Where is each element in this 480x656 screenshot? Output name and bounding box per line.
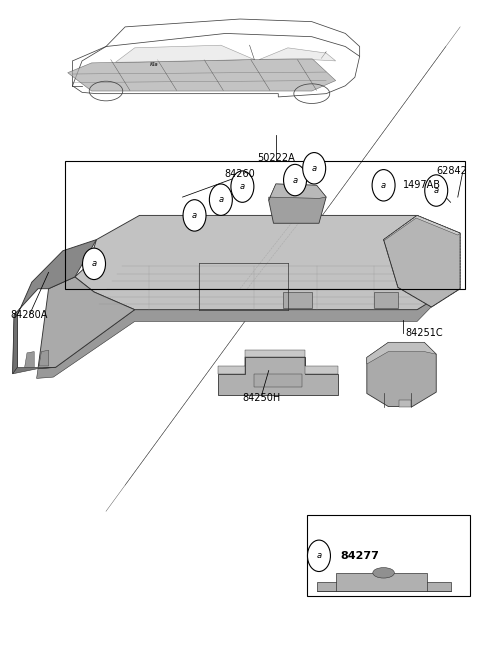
Polygon shape xyxy=(36,292,446,379)
Circle shape xyxy=(284,165,307,195)
Circle shape xyxy=(308,540,330,571)
Circle shape xyxy=(83,248,106,279)
Circle shape xyxy=(425,174,448,206)
Polygon shape xyxy=(116,45,254,62)
Ellipse shape xyxy=(373,567,395,578)
Text: 84251C: 84251C xyxy=(405,328,443,338)
Polygon shape xyxy=(259,48,336,61)
Circle shape xyxy=(303,153,325,184)
Bar xyxy=(283,292,312,308)
Polygon shape xyxy=(12,367,56,374)
Text: a: a xyxy=(316,551,322,560)
Polygon shape xyxy=(12,239,96,374)
Polygon shape xyxy=(24,352,34,367)
Polygon shape xyxy=(269,184,326,223)
Text: 50222A: 50222A xyxy=(257,153,295,163)
Polygon shape xyxy=(269,184,326,200)
Text: 84260: 84260 xyxy=(225,169,255,179)
Text: Kia: Kia xyxy=(150,62,158,68)
Text: a: a xyxy=(433,186,439,195)
Polygon shape xyxy=(38,277,135,369)
Polygon shape xyxy=(75,215,446,310)
Polygon shape xyxy=(317,573,451,591)
Text: a: a xyxy=(292,176,298,184)
Bar xyxy=(399,400,411,407)
Text: a: a xyxy=(192,211,197,220)
Bar xyxy=(254,374,302,387)
Bar xyxy=(65,161,465,289)
Text: a: a xyxy=(312,164,317,173)
Bar xyxy=(374,292,398,308)
Polygon shape xyxy=(39,350,48,366)
Text: a: a xyxy=(381,181,386,190)
Polygon shape xyxy=(218,358,338,395)
Text: a: a xyxy=(92,259,96,268)
Circle shape xyxy=(372,170,395,201)
Circle shape xyxy=(209,184,232,215)
Text: 84250H: 84250H xyxy=(242,393,281,403)
Polygon shape xyxy=(367,342,436,407)
Text: a: a xyxy=(218,195,223,204)
Text: 1497AB: 1497AB xyxy=(403,180,441,190)
Circle shape xyxy=(183,199,206,231)
Text: 62842: 62842 xyxy=(436,166,468,176)
Text: 84277: 84277 xyxy=(340,551,379,561)
Circle shape xyxy=(231,171,254,202)
Polygon shape xyxy=(287,177,297,190)
Polygon shape xyxy=(218,350,338,374)
Polygon shape xyxy=(12,315,17,374)
Bar xyxy=(307,514,470,596)
Polygon shape xyxy=(384,215,460,241)
Polygon shape xyxy=(367,342,436,364)
Polygon shape xyxy=(68,58,336,91)
Text: 84280A: 84280A xyxy=(10,310,48,320)
Text: a: a xyxy=(240,182,245,191)
Polygon shape xyxy=(384,215,460,307)
